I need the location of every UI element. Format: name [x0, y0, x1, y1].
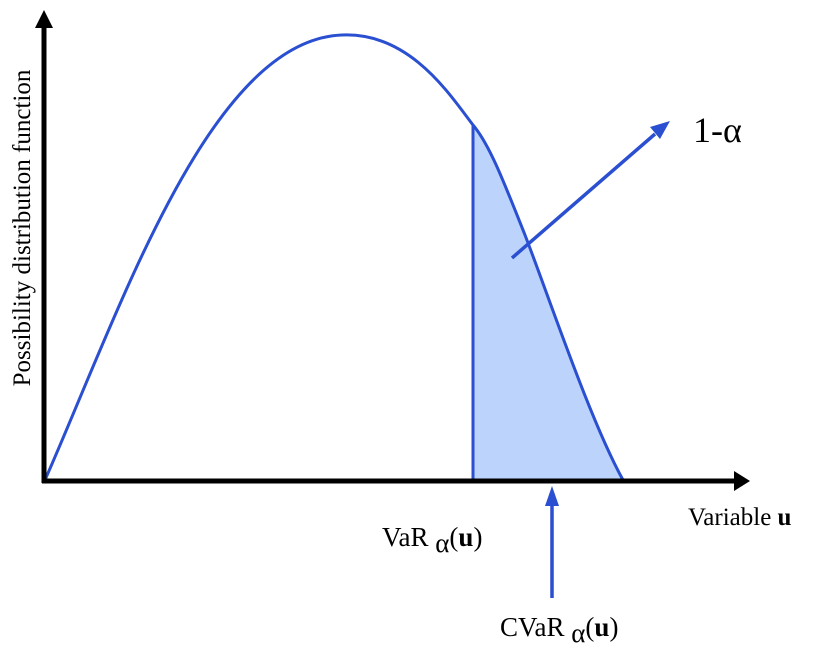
tail-probability-label: 1-α	[693, 110, 742, 150]
cvar-label: CVaR α(u)	[500, 612, 618, 648]
distribution-curve	[43, 33, 625, 481]
y-axis-arrowhead	[35, 10, 53, 28]
x-axis-arrowhead	[734, 471, 750, 491]
tail-pointer-arrow-line	[510, 132, 657, 260]
tail-area-shading	[473, 125, 623, 480]
x-axis-label: Variable u	[688, 504, 792, 531]
tail-pointer-arrowhead	[650, 121, 670, 139]
cvar-pointer-arrowhead	[545, 486, 559, 506]
y-axis-label: Possibility distribution function	[9, 69, 36, 386]
var-label: VaR α(u)	[382, 522, 482, 558]
